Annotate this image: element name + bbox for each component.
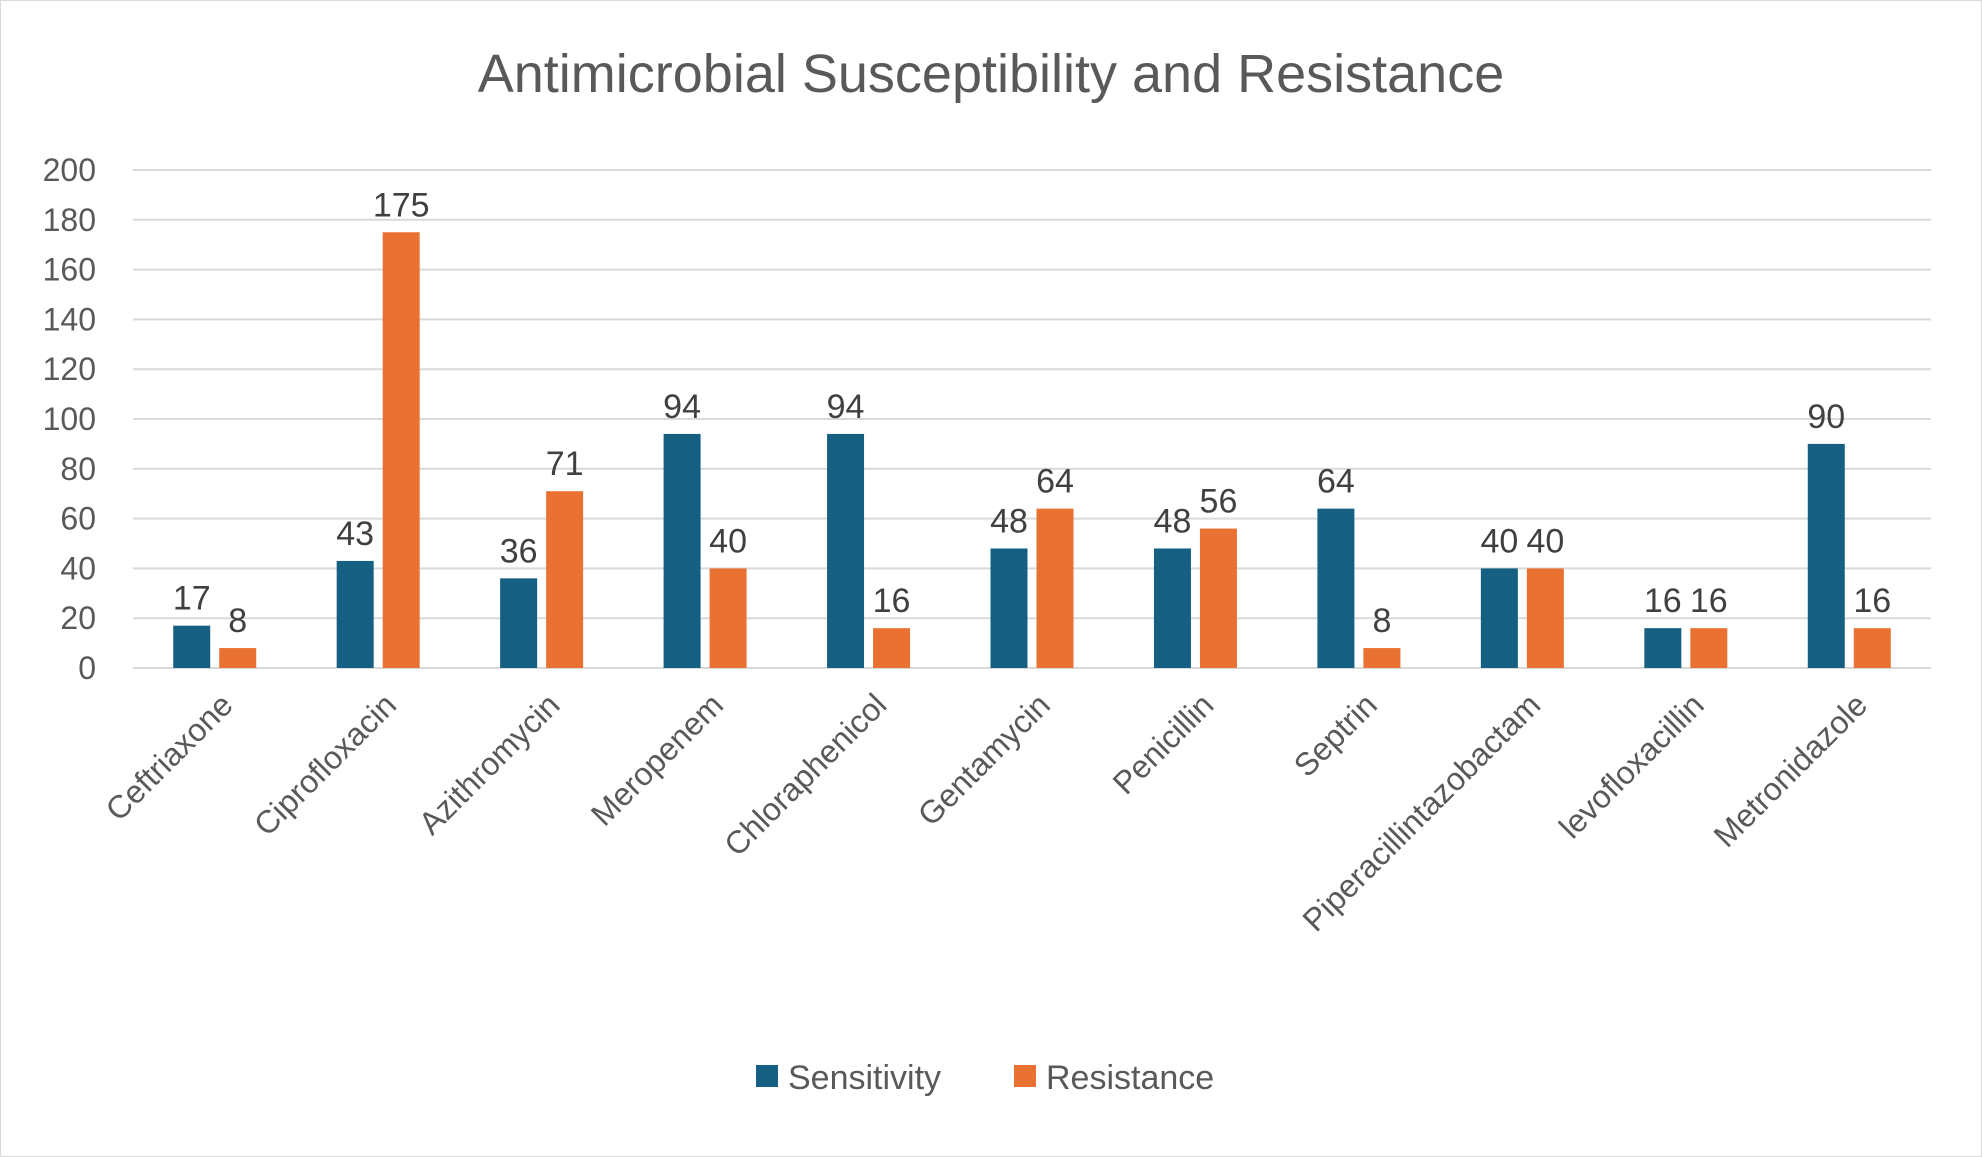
bar-sensitivity-azithromycin[interactable]: [500, 578, 538, 668]
data-label-sensitivity: 48: [990, 502, 1028, 540]
gridlines: [133, 169, 1931, 669]
data-label-resistance: 64: [1036, 463, 1074, 501]
bar-sensitivity-septrin[interactable]: [1317, 508, 1355, 668]
data-label-resistance: 40: [1526, 522, 1564, 560]
y-tick-label: 40: [60, 550, 96, 586]
x-tick-label: Metronidazole: [1707, 686, 1875, 854]
bars: [173, 232, 1891, 668]
x-tick-label: Chloraphenicol: [717, 686, 893, 862]
y-tick-label: 140: [43, 301, 96, 337]
x-tick-label: Ceftriaxone: [99, 686, 240, 827]
y-tick-label: 120: [43, 351, 96, 387]
x-tick-label: Penicillin: [1106, 686, 1221, 801]
data-label-resistance: 8: [228, 602, 247, 640]
data-label-sensitivity: 64: [1317, 463, 1355, 501]
bar-sensitivity-ceftriaxone[interactable]: [173, 625, 211, 668]
data-label-sensitivity: 40: [1480, 522, 1518, 560]
data-label-resistance: 8: [1372, 602, 1391, 640]
data-label-sensitivity: 36: [500, 532, 538, 570]
data-label-sensitivity: 90: [1807, 398, 1845, 436]
bar-resistance-meropenem[interactable]: [709, 568, 747, 668]
bar-resistance-ceftriaxone[interactable]: [219, 648, 257, 668]
data-label-resistance: 175: [373, 186, 430, 224]
bar-resistance-penicillin[interactable]: [1199, 528, 1237, 668]
bar-sensitivity-meropenem[interactable]: [663, 433, 701, 668]
bar-resistance-metronidazole[interactable]: [1853, 628, 1891, 668]
data-label-sensitivity: 94: [663, 388, 701, 426]
x-axis-ticks: Ceftriaxone Ciprofloxacin Azithromycin Mero…: [99, 686, 1875, 938]
data-label-sensitivity: 16: [1644, 582, 1682, 620]
bar-resistance-ciprofloxacin[interactable]: [382, 232, 420, 668]
x-tick-label: Ciprofloxacin: [247, 686, 403, 842]
data-label-resistance: 16: [1690, 582, 1728, 620]
bar-sensitivity-piperacillintazobactam[interactable]: [1480, 568, 1518, 668]
data-label-sensitivity: 94: [827, 388, 865, 426]
bar-sensitivity-metronidazole[interactable]: [1807, 443, 1845, 668]
bar-sensitivity-chloraphenicol[interactable]: [827, 433, 865, 668]
y-tick-label: 0: [78, 650, 96, 686]
x-tick-label: Septrin: [1287, 686, 1384, 783]
legend-swatch-resistance[interactable]: [1014, 1065, 1036, 1087]
data-label-resistance: 16: [1853, 582, 1891, 620]
bar-sensitivity-levofloxacillin[interactable]: [1644, 628, 1682, 668]
y-tick-label: 160: [43, 252, 96, 288]
y-tick-label: 180: [43, 202, 96, 238]
legend[interactable]: Sensitivity Resistance: [756, 1059, 1214, 1097]
bar-resistance-gentamycin[interactable]: [1036, 508, 1074, 668]
x-tick-label: Gentamycin: [911, 686, 1057, 832]
legend-label-sensitivity[interactable]: Sensitivity: [788, 1059, 941, 1097]
bar-sensitivity-ciprofloxacin[interactable]: [336, 560, 374, 668]
y-tick-label: 200: [43, 152, 96, 188]
bar-resistance-septrin[interactable]: [1363, 648, 1401, 668]
data-label-resistance: 40: [709, 522, 747, 560]
y-tick-label: 100: [43, 401, 96, 437]
legend-swatch-sensitivity[interactable]: [756, 1065, 778, 1087]
y-tick-label: 60: [60, 501, 96, 537]
bar-resistance-piperacillintazobactam[interactable]: [1526, 568, 1564, 668]
data-label-sensitivity: 17: [173, 580, 211, 618]
bar-resistance-azithromycin[interactable]: [546, 491, 584, 668]
data-label-sensitivity: 48: [1154, 502, 1192, 540]
legend-label-resistance[interactable]: Resistance: [1046, 1059, 1214, 1097]
data-label-resistance: 16: [873, 582, 911, 620]
x-tick-label: Meropenem: [584, 686, 730, 832]
y-tick-label: 80: [60, 451, 96, 487]
x-tick-label: levofloxacillin: [1552, 686, 1711, 845]
data-label-sensitivity: 43: [336, 515, 374, 553]
x-tick-label: Azithromycin: [412, 686, 567, 841]
bar-sensitivity-gentamycin[interactable]: [990, 548, 1028, 668]
data-label-resistance: 71: [546, 445, 584, 483]
bar-resistance-levofloxacillin[interactable]: [1690, 628, 1728, 668]
chart-title: Antimicrobial Susceptibility and Resista…: [478, 44, 1504, 104]
data-label-resistance: 56: [1200, 483, 1238, 521]
y-tick-label: 20: [60, 600, 96, 636]
y-axis-ticks: 0 20 40 60 80 100 120 140 160 180 200: [43, 152, 96, 686]
bar-sensitivity-penicillin[interactable]: [1153, 548, 1191, 668]
bar-resistance-chloraphenicol[interactable]: [873, 628, 911, 668]
